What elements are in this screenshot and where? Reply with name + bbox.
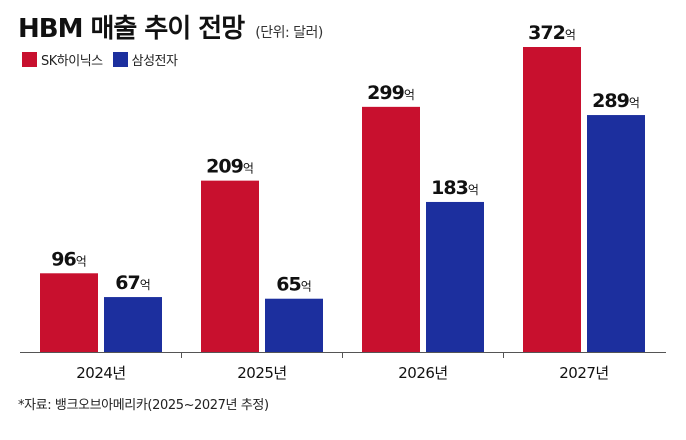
data-label-sk-hynix-4: 372억 [528,22,576,44]
legend: SK하이닉스 삼성전자 [22,50,187,69]
legend-item-sk-hynix: SK하이닉스 [22,50,103,69]
legend-swatch-sk-hynix [22,52,37,67]
legend-label-sk-hynix: SK하이닉스 [41,54,103,69]
data-label-sk-hynix-3: 299억 [367,82,415,104]
bar-samsung-1 [104,297,162,352]
chart-title: HBM 매출 추이 전망 [18,14,245,44]
data-label-samsung-1: 67억 [115,272,151,294]
bar-sk-hynix-4 [523,47,581,352]
bar-sk-hynix-1 [40,273,98,352]
data-label-samsung-3: 183억 [431,177,479,199]
data-label-samsung-2: 65억 [276,274,312,296]
legend-swatch-samsung [112,52,128,67]
legend-label-samsung: 삼성전자 [131,54,178,69]
data-label-samsung-4: 289억 [592,90,640,112]
x-tick-label-4: 2027년 [559,364,608,382]
bar-sk-hynix-3 [362,106,420,353]
title-row: HBM 매출 추이 전망 (단위: 달러) [18,8,323,45]
bar-samsung-4 [587,115,645,352]
bar-sk-hynix-2 [201,180,259,352]
legend-item-samsung: 삼성전자 [112,50,178,69]
unit-note: (단위: 달러) [255,25,323,41]
x-tick-label-1: 2024년 [76,364,125,382]
data-label-sk-hynix-1: 96억 [51,248,87,270]
data-label-sk-hynix-2: 209억 [206,156,254,178]
source-note: *자료: 뱅크오브아메리카(2025~2027년 추정) [18,398,269,413]
x-tick-label-3: 2026년 [398,364,447,382]
x-tick-label-2: 2025년 [237,364,286,382]
bar-samsung-2 [265,298,323,352]
bar-samsung-3 [426,201,484,352]
